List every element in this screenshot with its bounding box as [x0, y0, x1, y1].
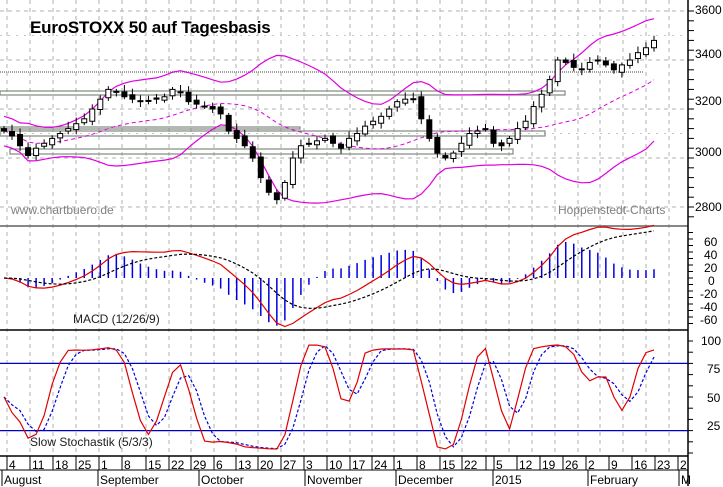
x-tick-label: 9	[611, 458, 618, 472]
x-tick-label: 23	[657, 458, 671, 472]
x-tick-label: 17	[352, 458, 366, 472]
x-tick-label: 25	[78, 458, 92, 472]
month-label: February	[590, 473, 639, 487]
x-tick-label: 5	[496, 458, 503, 472]
price-tick-2800: 2800	[695, 200, 722, 214]
macd-tick-60: 60	[704, 235, 718, 249]
price-tick-3600: 3600	[695, 3, 722, 17]
x-tick-label: 27	[283, 458, 297, 472]
x-tick-label: 4	[9, 458, 16, 472]
x-tick-label: 19	[542, 458, 556, 472]
x-tick-label: 16	[634, 458, 648, 472]
macd-tick-neg20: -20	[700, 287, 718, 301]
macd-tick-0: 0	[708, 274, 715, 288]
month-label: August	[4, 473, 42, 487]
x-tick-label: 15	[442, 458, 456, 472]
month-label: October	[201, 473, 244, 487]
x-tick-label: 29	[193, 458, 207, 472]
stoch-tick-50: 50	[707, 391, 721, 405]
x-tick-label: 6	[216, 458, 223, 472]
stochastic-label: Slow Stochastik (5/3/3)	[30, 435, 153, 449]
x-tick-label: 10	[329, 458, 343, 472]
macd-label: MACD (12/26/9)	[73, 312, 160, 326]
price-tick-3200: 3200	[695, 94, 722, 108]
macd-tick-neg40: -40	[700, 300, 718, 314]
macd-tick-20: 20	[704, 261, 718, 275]
month-label: September	[100, 473, 159, 487]
stoch-tick-75: 75	[707, 362, 721, 376]
price-tick-3000: 3000	[695, 145, 722, 159]
stoch-tick-25: 25	[707, 419, 721, 433]
x-tick-label: 3	[306, 458, 313, 472]
x-tick-label: 2	[588, 458, 595, 472]
x-tick-label: 18	[55, 458, 69, 472]
watermark-left: www.chartbuero.de	[11, 203, 114, 217]
watermark-right: Hoppenstedt-Charts	[558, 203, 666, 217]
month-label: December	[398, 473, 454, 487]
x-tick-label: 11	[32, 458, 45, 472]
stoch-tick-100: 100	[701, 334, 722, 348]
x-tick-label: 22	[464, 458, 478, 472]
month-label: 2015	[495, 473, 522, 487]
x-tick-label: 1	[101, 458, 108, 472]
macd-tick-40: 40	[704, 248, 718, 262]
x-tick-label: 8	[124, 458, 131, 472]
macd-tick-neg60: -60	[700, 313, 718, 327]
month-label: M	[681, 473, 691, 487]
x-tick-label: 20	[260, 458, 274, 472]
x-tick-label: 13	[238, 458, 252, 472]
x-tick-label: 12	[519, 458, 533, 472]
month-label: November	[307, 473, 363, 487]
x-tick-label: 2	[680, 458, 687, 472]
x-tick-label: 15	[148, 458, 162, 472]
x-tick-label: 22	[171, 458, 185, 472]
x-tick-label: 24	[374, 458, 388, 472]
chart-title: EuroSTOXX 50 auf Tagesbasis	[30, 18, 271, 37]
x-tick-label: 26	[565, 458, 579, 472]
price-tick-3400: 3400	[695, 47, 722, 61]
x-tick-label: 8	[419, 458, 426, 472]
x-tick-label: 1	[396, 458, 403, 472]
